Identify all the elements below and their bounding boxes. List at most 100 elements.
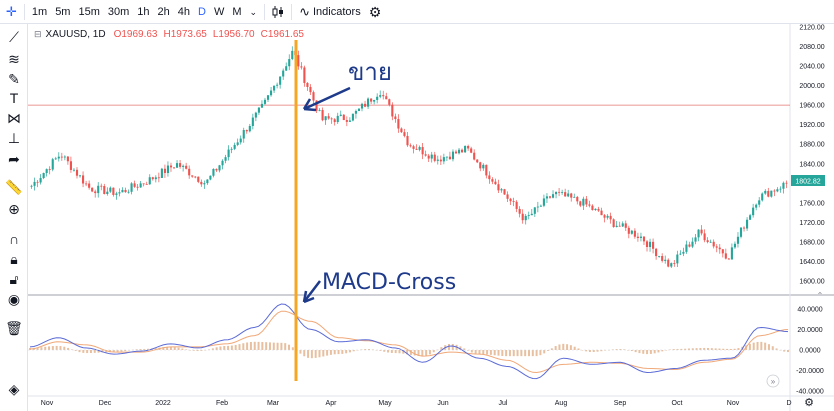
timeframe-4h[interactable]: 4h [177, 5, 191, 18]
macd-histogram-bar [615, 349, 618, 350]
candle-body [767, 190, 770, 197]
indicators-button[interactable]: ∿ Indicators [295, 4, 365, 20]
candle-body [691, 241, 694, 247]
crosshair-icon[interactable]: ✛ [6, 3, 17, 19]
fib-icon[interactable]: ≋ [8, 50, 20, 67]
candle-body [530, 213, 533, 216]
candle-body [163, 168, 166, 174]
candle-body [48, 169, 51, 170]
eye-icon[interactable]: ◉ [7, 290, 21, 307]
timeframe-5m[interactable]: 5m [55, 5, 71, 18]
sell-annotation[interactable]: ขาย [348, 58, 392, 86]
date-tick-label: Jul [499, 400, 508, 407]
timeframe-d[interactable]: D [198, 5, 206, 18]
symbol-name[interactable]: XAUUSD, 1D [45, 28, 106, 40]
layers-icon[interactable]: ◈ [8, 380, 20, 397]
macd-histogram-bar [566, 344, 569, 350]
candle-body [664, 259, 667, 261]
timeframe-15m[interactable]: 15m [78, 5, 100, 18]
candle-body [554, 191, 558, 195]
candle-body [297, 55, 300, 67]
chart-settings-icon[interactable]: ⚙ [804, 397, 814, 409]
candle-body [157, 177, 160, 179]
candle-body [303, 67, 306, 83]
candle-body [351, 113, 354, 121]
candle-body [309, 86, 312, 93]
macd-histogram-bar [280, 342, 283, 350]
candle-body [630, 230, 633, 234]
macd-histogram-bar [409, 350, 412, 355]
candle-body [418, 147, 421, 150]
ruler-icon[interactable]: 📏 [5, 178, 23, 195]
text-icon[interactable]: T [9, 90, 19, 106]
macd-histogram-bar [40, 347, 43, 350]
magnet-icon[interactable]: ∩ [8, 231, 20, 247]
timeframe-1h[interactable]: 1h [137, 5, 150, 18]
macd-histogram-bar [314, 350, 317, 358]
chevron-down-icon[interactable]: ⌄ [249, 6, 258, 17]
candle-body [576, 196, 579, 202]
macd-histogram-bar [406, 350, 409, 355]
unlock-icon[interactable]: 🔓︎ [9, 270, 19, 287]
macd-histogram-bar [691, 348, 694, 350]
candles-icon[interactable] [268, 0, 288, 24]
candle-body [700, 229, 703, 234]
candle-body [682, 251, 685, 254]
candle-body [603, 215, 606, 218]
macd-histogram-bar [535, 350, 538, 357]
candle-body [397, 119, 400, 129]
candle-body [376, 96, 379, 100]
macd-histogram-bar [284, 343, 287, 350]
candle-body [621, 223, 624, 227]
brush-icon[interactable]: ✎ [8, 70, 20, 87]
macd-histogram-bar [611, 349, 614, 350]
timeframe-30m[interactable]: 30m [107, 5, 130, 18]
low-value: L1956.70 [212, 28, 255, 40]
candle-body [172, 167, 176, 169]
candle-body [112, 187, 115, 195]
zoom-icon[interactable]: ⊕ [8, 200, 20, 217]
candle-body [758, 200, 761, 205]
candle-body [115, 193, 118, 195]
candle-body [233, 144, 236, 149]
candle-body [145, 184, 148, 185]
candle-body [266, 95, 270, 100]
timeframe-1m[interactable]: 1m [31, 5, 48, 18]
macd-histogram-bar [108, 350, 111, 353]
date-tick-label: Nov [41, 400, 54, 407]
candle-body [324, 116, 327, 121]
candle-body [227, 149, 230, 158]
settings-icon[interactable]: ⚙ [368, 3, 382, 20]
timeframe-w[interactable]: W [213, 5, 225, 18]
pattern-icon[interactable]: ⋈ [7, 109, 21, 126]
price-tick-label: 2000.00 [799, 83, 824, 90]
sell-arrow[interactable] [303, 86, 351, 111]
trendline-icon[interactable]: ⟋ [9, 28, 19, 45]
candle-body [591, 205, 594, 210]
candle-body [533, 207, 536, 214]
lock-icon[interactable]: 🔒︎ [10, 250, 18, 267]
arrow-icon[interactable]: ➦ [8, 150, 20, 167]
timeframe-2h[interactable]: 2h [157, 5, 170, 18]
trash-icon[interactable]: 🗑︎ [5, 319, 23, 336]
macd-histogram-bar [82, 350, 85, 353]
macd-arrow[interactable] [303, 280, 321, 303]
collapse-icon[interactable]: ⊟ [34, 28, 42, 39]
toolbar-divider [291, 3, 293, 20]
scroll-right-button[interactable] [766, 374, 780, 388]
pane-maximize-icon[interactable]: ⌃ [817, 291, 824, 300]
macd-cross-annotation[interactable]: MACD-Cross [322, 270, 456, 295]
candle-body [118, 192, 121, 194]
macd-histogram-bar [116, 350, 119, 352]
candle-body [639, 236, 643, 238]
candle-body [624, 223, 627, 228]
prediction-icon[interactable]: ⊥ [7, 129, 21, 146]
candle-body [536, 206, 539, 208]
macd-histogram-bar [638, 350, 641, 354]
candle-body [718, 247, 721, 250]
timeframe-m[interactable]: M [232, 5, 242, 18]
candle-body [633, 230, 636, 237]
macd-histogram-bar [512, 350, 515, 357]
candle-body [60, 156, 63, 158]
